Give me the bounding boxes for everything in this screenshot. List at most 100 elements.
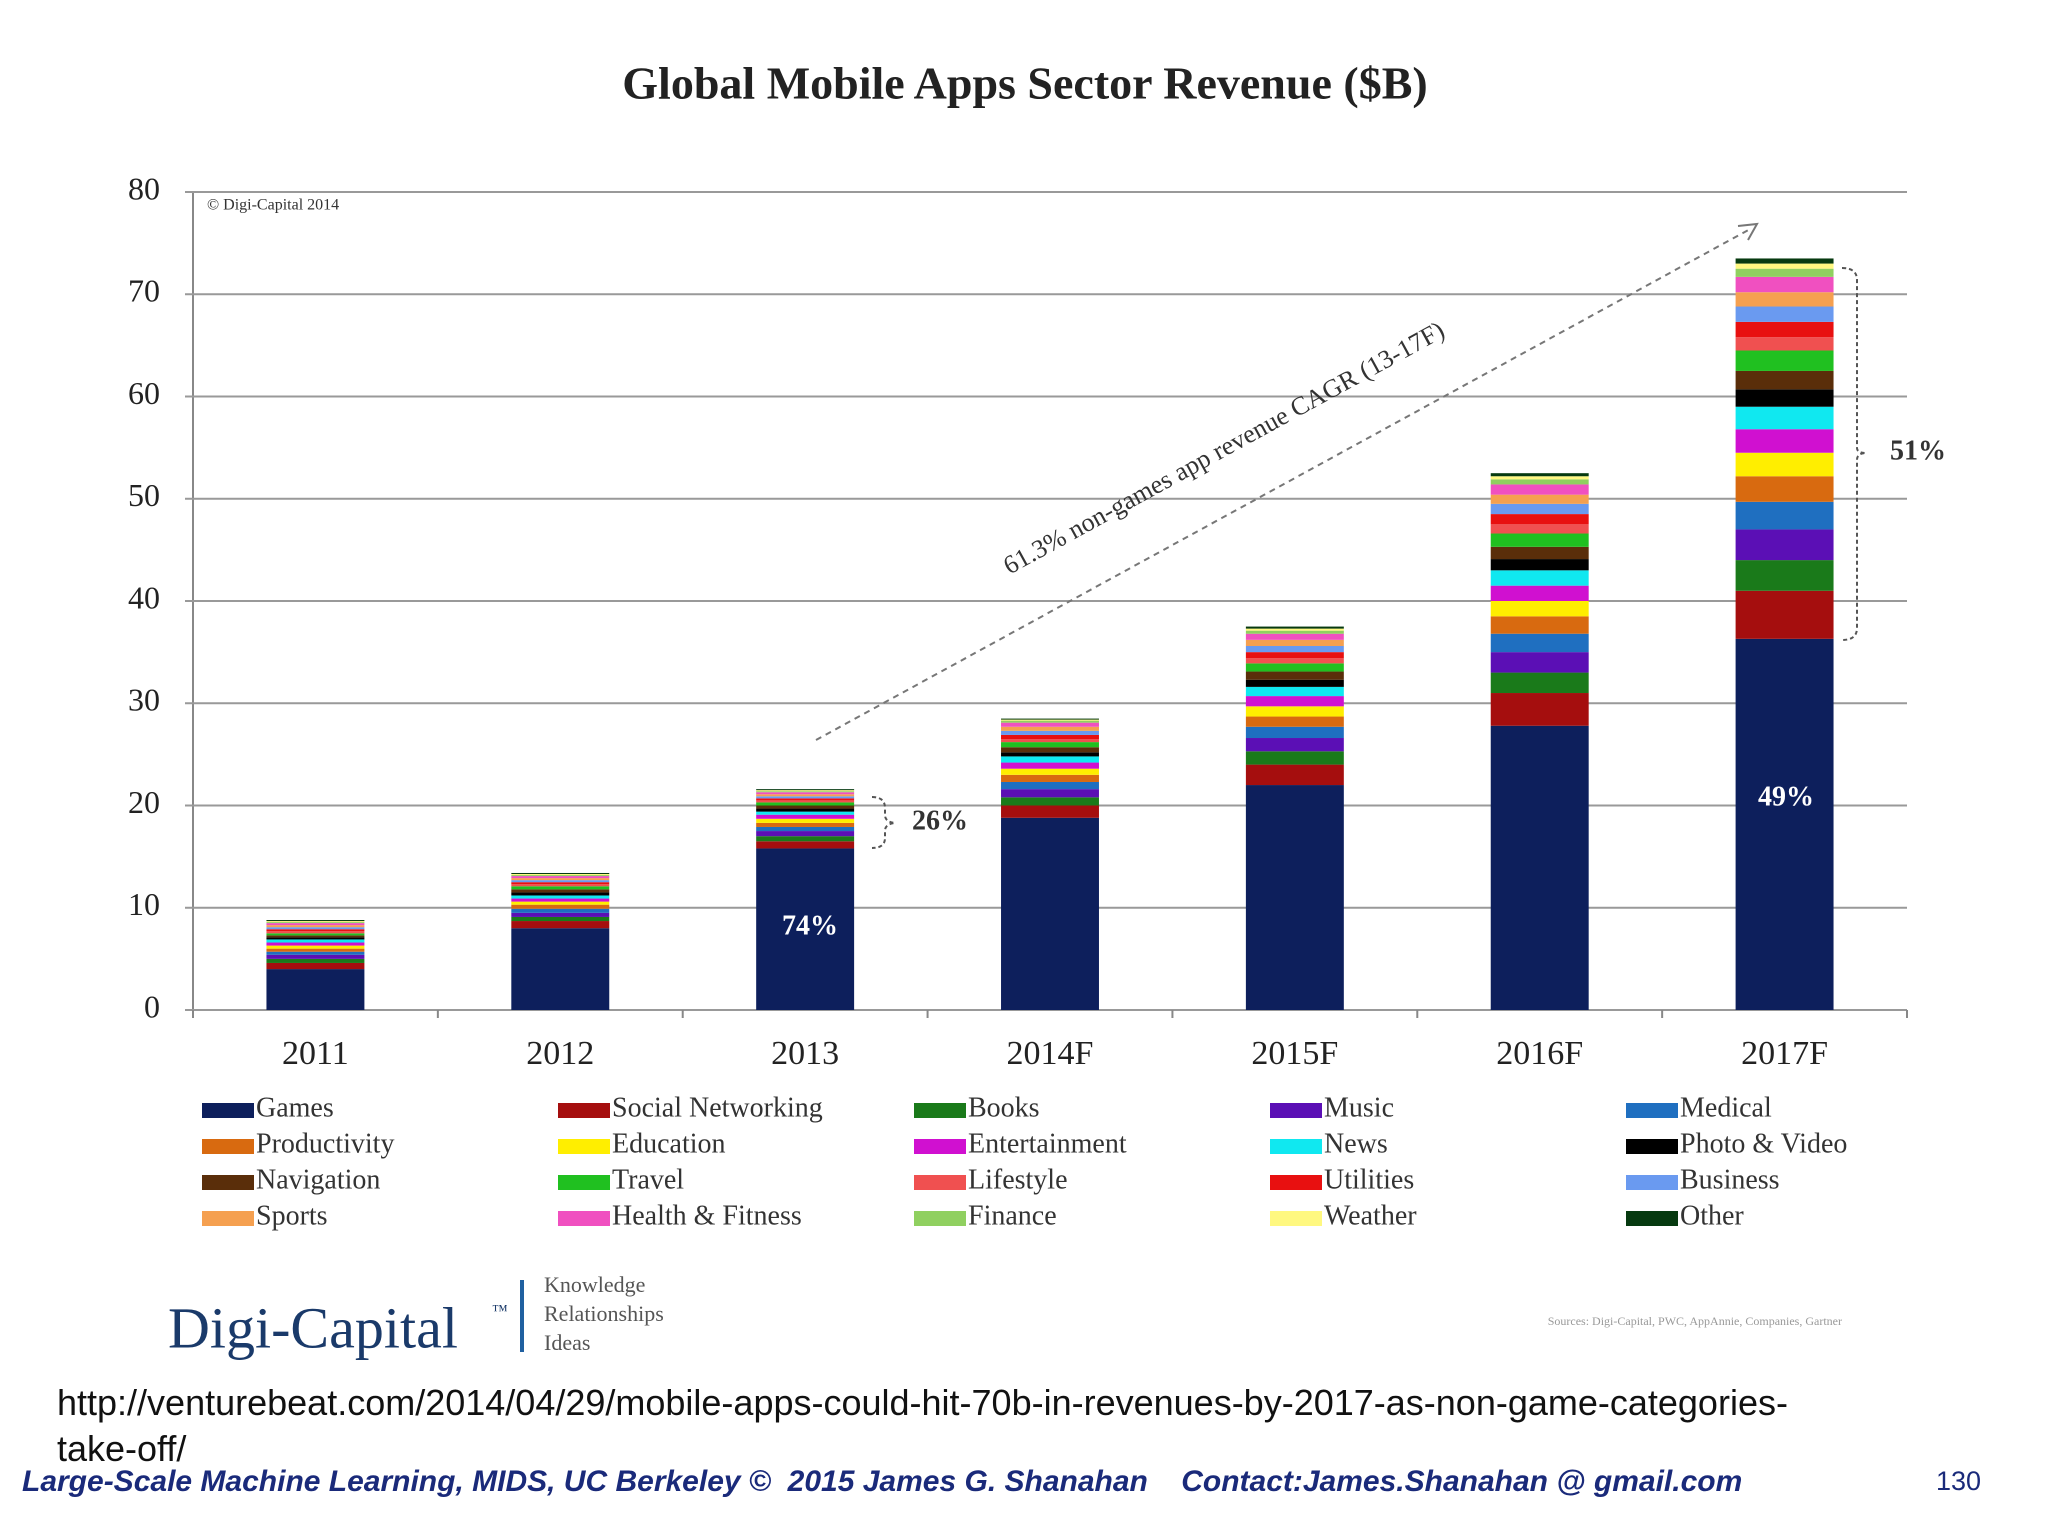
y-tick-label: 80 — [128, 170, 160, 206]
bar-segment — [756, 790, 855, 792]
bar-segment — [1735, 276, 1834, 293]
bar-segment — [1490, 476, 1589, 480]
bar-segment — [1001, 752, 1099, 757]
bar-segment — [1001, 734, 1099, 740]
bar-segment — [756, 811, 855, 815]
bar-segment — [756, 791, 855, 793]
bar-segment — [511, 880, 610, 883]
bar-segment — [1735, 429, 1834, 453]
y-tick-label: 30 — [128, 682, 160, 718]
bar-segment — [1490, 693, 1589, 726]
bar-segment — [266, 920, 365, 922]
legend-swatch — [1626, 1103, 1678, 1118]
bar-segment — [1001, 774, 1099, 782]
logo-tagline: Knowledge — [544, 1272, 645, 1297]
bar-segment — [1735, 337, 1834, 351]
bar-segment — [511, 878, 610, 881]
bar-segment — [511, 928, 610, 1010]
bar-segment — [1245, 630, 1344, 634]
bar-segment — [511, 921, 610, 929]
legend-label: Music — [1324, 1092, 1394, 1123]
bar-segment — [756, 794, 855, 797]
bar-segment — [266, 942, 365, 946]
bar-segment — [511, 908, 610, 913]
bar-segment — [1735, 501, 1834, 530]
annotation: 61.3% non-games app revenue CAGR (13-17F… — [998, 315, 1449, 580]
bar-segment — [266, 921, 365, 923]
bar-segment — [266, 969, 365, 1010]
y-tick-label: 70 — [128, 273, 160, 309]
legend-swatch — [558, 1175, 610, 1190]
bar-segment — [756, 805, 855, 809]
bar-segment — [1245, 785, 1344, 1010]
legend-label: Productivity — [256, 1128, 394, 1159]
bar-segment — [1490, 524, 1589, 534]
bar-segment — [1245, 626, 1344, 629]
legend-label: Navigation — [256, 1164, 380, 1195]
trend-arrow — [815, 227, 1753, 741]
bar-segment — [1490, 633, 1589, 653]
bar-segment — [266, 937, 365, 940]
legend-swatch — [1270, 1139, 1322, 1154]
bar-segment — [756, 796, 855, 799]
bar-segment — [756, 814, 855, 819]
annotation: 49% — [1758, 781, 1814, 812]
bar-segment — [1735, 476, 1834, 502]
bar-segment — [511, 882, 610, 885]
bar-segment — [1001, 742, 1099, 748]
bar-segment — [1490, 601, 1589, 617]
legend-swatch — [202, 1175, 254, 1190]
bar-segment — [1245, 696, 1344, 707]
annotation: © Digi-Capital 2014 — [207, 197, 339, 214]
bar-segment — [756, 800, 855, 803]
bar-segment — [1245, 663, 1344, 672]
legend-swatch — [202, 1211, 254, 1226]
logo-mark: ™ — [492, 1303, 508, 1320]
footer: Large-Scale Machine Learning, MIDS, UC B… — [22, 1465, 1743, 1498]
bar-segment — [1490, 616, 1589, 634]
legend-swatch — [202, 1139, 254, 1154]
bar-segment — [1245, 652, 1344, 659]
bar-segment — [1245, 738, 1344, 752]
bar-segment — [756, 822, 855, 827]
bar-segment — [1490, 479, 1589, 485]
bar-segment — [1490, 494, 1589, 504]
bar-segment — [1245, 679, 1344, 687]
bar-segment — [1001, 719, 1099, 721]
bar-segment — [1735, 452, 1834, 477]
bar-segment — [1490, 503, 1589, 515]
legend-label: News — [1324, 1128, 1388, 1159]
annotation: 26% — [912, 805, 968, 836]
bar-segment — [511, 874, 610, 876]
bar-segment — [756, 808, 855, 812]
bar-segment — [1735, 258, 1834, 264]
bar-segment — [1245, 716, 1344, 727]
legend-swatch — [914, 1211, 966, 1226]
bar-segment — [1490, 725, 1589, 1010]
bar-segment — [756, 789, 855, 791]
x-tick-label: 2013 — [771, 1035, 839, 1072]
bar-segment — [1735, 389, 1834, 407]
y-tick-label: 20 — [128, 784, 160, 820]
bar-segment — [1245, 726, 1344, 739]
bar-segment — [1001, 718, 1099, 720]
bar-segment — [1001, 722, 1099, 727]
bar-segment — [756, 802, 855, 806]
bar-segment — [1490, 546, 1589, 560]
bar-segment — [756, 798, 855, 801]
bar-segment — [756, 841, 855, 849]
legend-label: Weather — [1324, 1200, 1417, 1231]
bar-segment — [1245, 671, 1344, 680]
bar-segment — [756, 848, 855, 1010]
bar-segment — [511, 892, 610, 896]
legend-label: Photo & Video — [1680, 1128, 1847, 1159]
y-tick-label: 40 — [128, 579, 160, 615]
arrow-head — [1737, 222, 1759, 241]
bar-segment — [1735, 263, 1834, 269]
annotation: 51% — [1890, 435, 1946, 466]
bar-segment — [511, 895, 610, 899]
bar-segment — [756, 831, 855, 837]
bar-segment — [266, 939, 365, 943]
bar-segment — [511, 912, 610, 917]
legend-swatch — [914, 1175, 966, 1190]
